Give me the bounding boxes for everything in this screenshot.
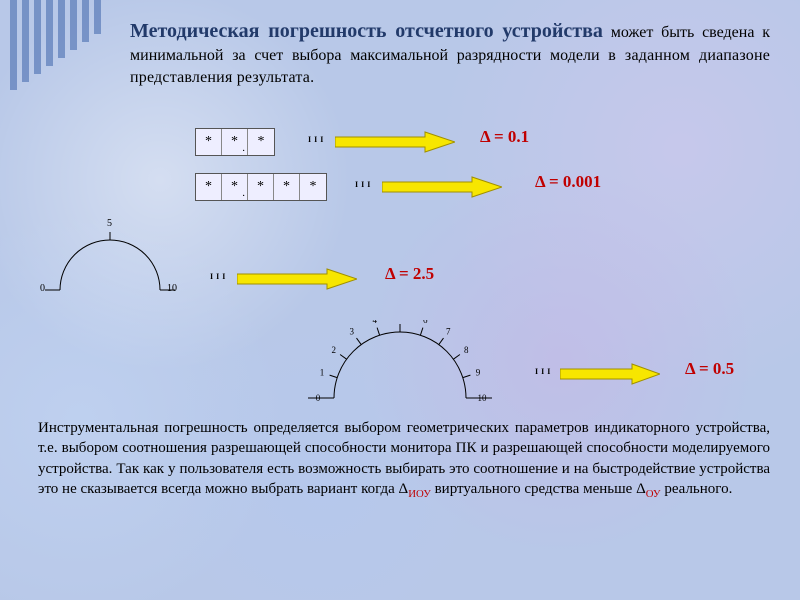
digit-row-5: * *. * * * <box>195 173 327 201</box>
arrow-icon <box>560 363 660 381</box>
svg-text:7: 7 <box>446 327 451 337</box>
tick-marks: III <box>535 367 551 376</box>
bottom-sub1: ИОУ <box>408 488 431 500</box>
digit-row-3: * *. * <box>195 128 275 156</box>
gauge1-top: 5 <box>107 218 112 229</box>
digit-cell-value: * <box>310 179 317 195</box>
digit-cell: * <box>300 174 326 200</box>
digit-cell-value: * <box>205 134 212 150</box>
digit-cell: *. <box>222 129 248 155</box>
delta-label-2: Δ = 0.001 <box>535 172 601 192</box>
digit-cell-value: * <box>205 179 212 195</box>
digit-cell-value: * <box>258 134 265 150</box>
heading-block: Методическая погрешность отсчетного устр… <box>130 18 770 88</box>
digit-cell: * <box>248 129 274 155</box>
svg-text:8: 8 <box>464 345 469 355</box>
digit-cell: *. <box>222 174 248 200</box>
digit-cell: * <box>274 174 300 200</box>
svg-text:6: 6 <box>423 320 428 325</box>
heading-title: Методическая погрешность отсчетного устр… <box>130 20 603 42</box>
svg-text:10: 10 <box>478 393 488 403</box>
digit-cell-value: * <box>257 179 264 195</box>
bottom-paragraph: Инструментальная погрешность определяетс… <box>38 418 770 501</box>
digit-cell-value: * <box>283 179 290 195</box>
digit-cell-value: * <box>231 134 238 150</box>
arrow-icon <box>382 176 502 194</box>
svg-text:0: 0 <box>316 393 321 403</box>
delta-label-1: Δ = 0.1 <box>480 127 529 147</box>
decimal-dot: . <box>242 142 245 154</box>
gauge1-right: 10 <box>167 283 177 294</box>
svg-text:3: 3 <box>350 327 355 337</box>
tick-marks: III <box>355 180 371 189</box>
gauge-simple <box>40 230 180 305</box>
digit-cell: * <box>196 129 222 155</box>
digit-cell-value: * <box>231 179 238 195</box>
bottom-p3: реального. <box>661 481 733 497</box>
tick-marks: III <box>308 135 324 144</box>
svg-text:1: 1 <box>320 368 325 378</box>
arrow-icon <box>335 131 455 149</box>
digit-cell: * <box>196 174 222 200</box>
tick-marks: III <box>210 272 226 281</box>
gauge-detailed: 0 1 2 3 4 5 6 7 8 9 10 <box>290 320 510 415</box>
bottom-sub2: ОУ <box>646 488 661 500</box>
digit-cell: * <box>248 174 274 200</box>
delta-label-4: Δ = 0.5 <box>685 359 734 379</box>
gauge1-left: 0 <box>40 283 45 294</box>
arrow-icon <box>237 268 357 286</box>
svg-text:9: 9 <box>476 368 481 378</box>
svg-text:5: 5 <box>398 320 403 321</box>
svg-text:4: 4 <box>372 320 377 325</box>
delta-label-3: Δ = 2.5 <box>385 264 434 284</box>
corner-decoration <box>0 0 120 90</box>
bottom-p2: виртуального средства меньше Δ <box>431 481 646 497</box>
decimal-dot: . <box>242 187 245 199</box>
svg-text:2: 2 <box>331 345 336 355</box>
